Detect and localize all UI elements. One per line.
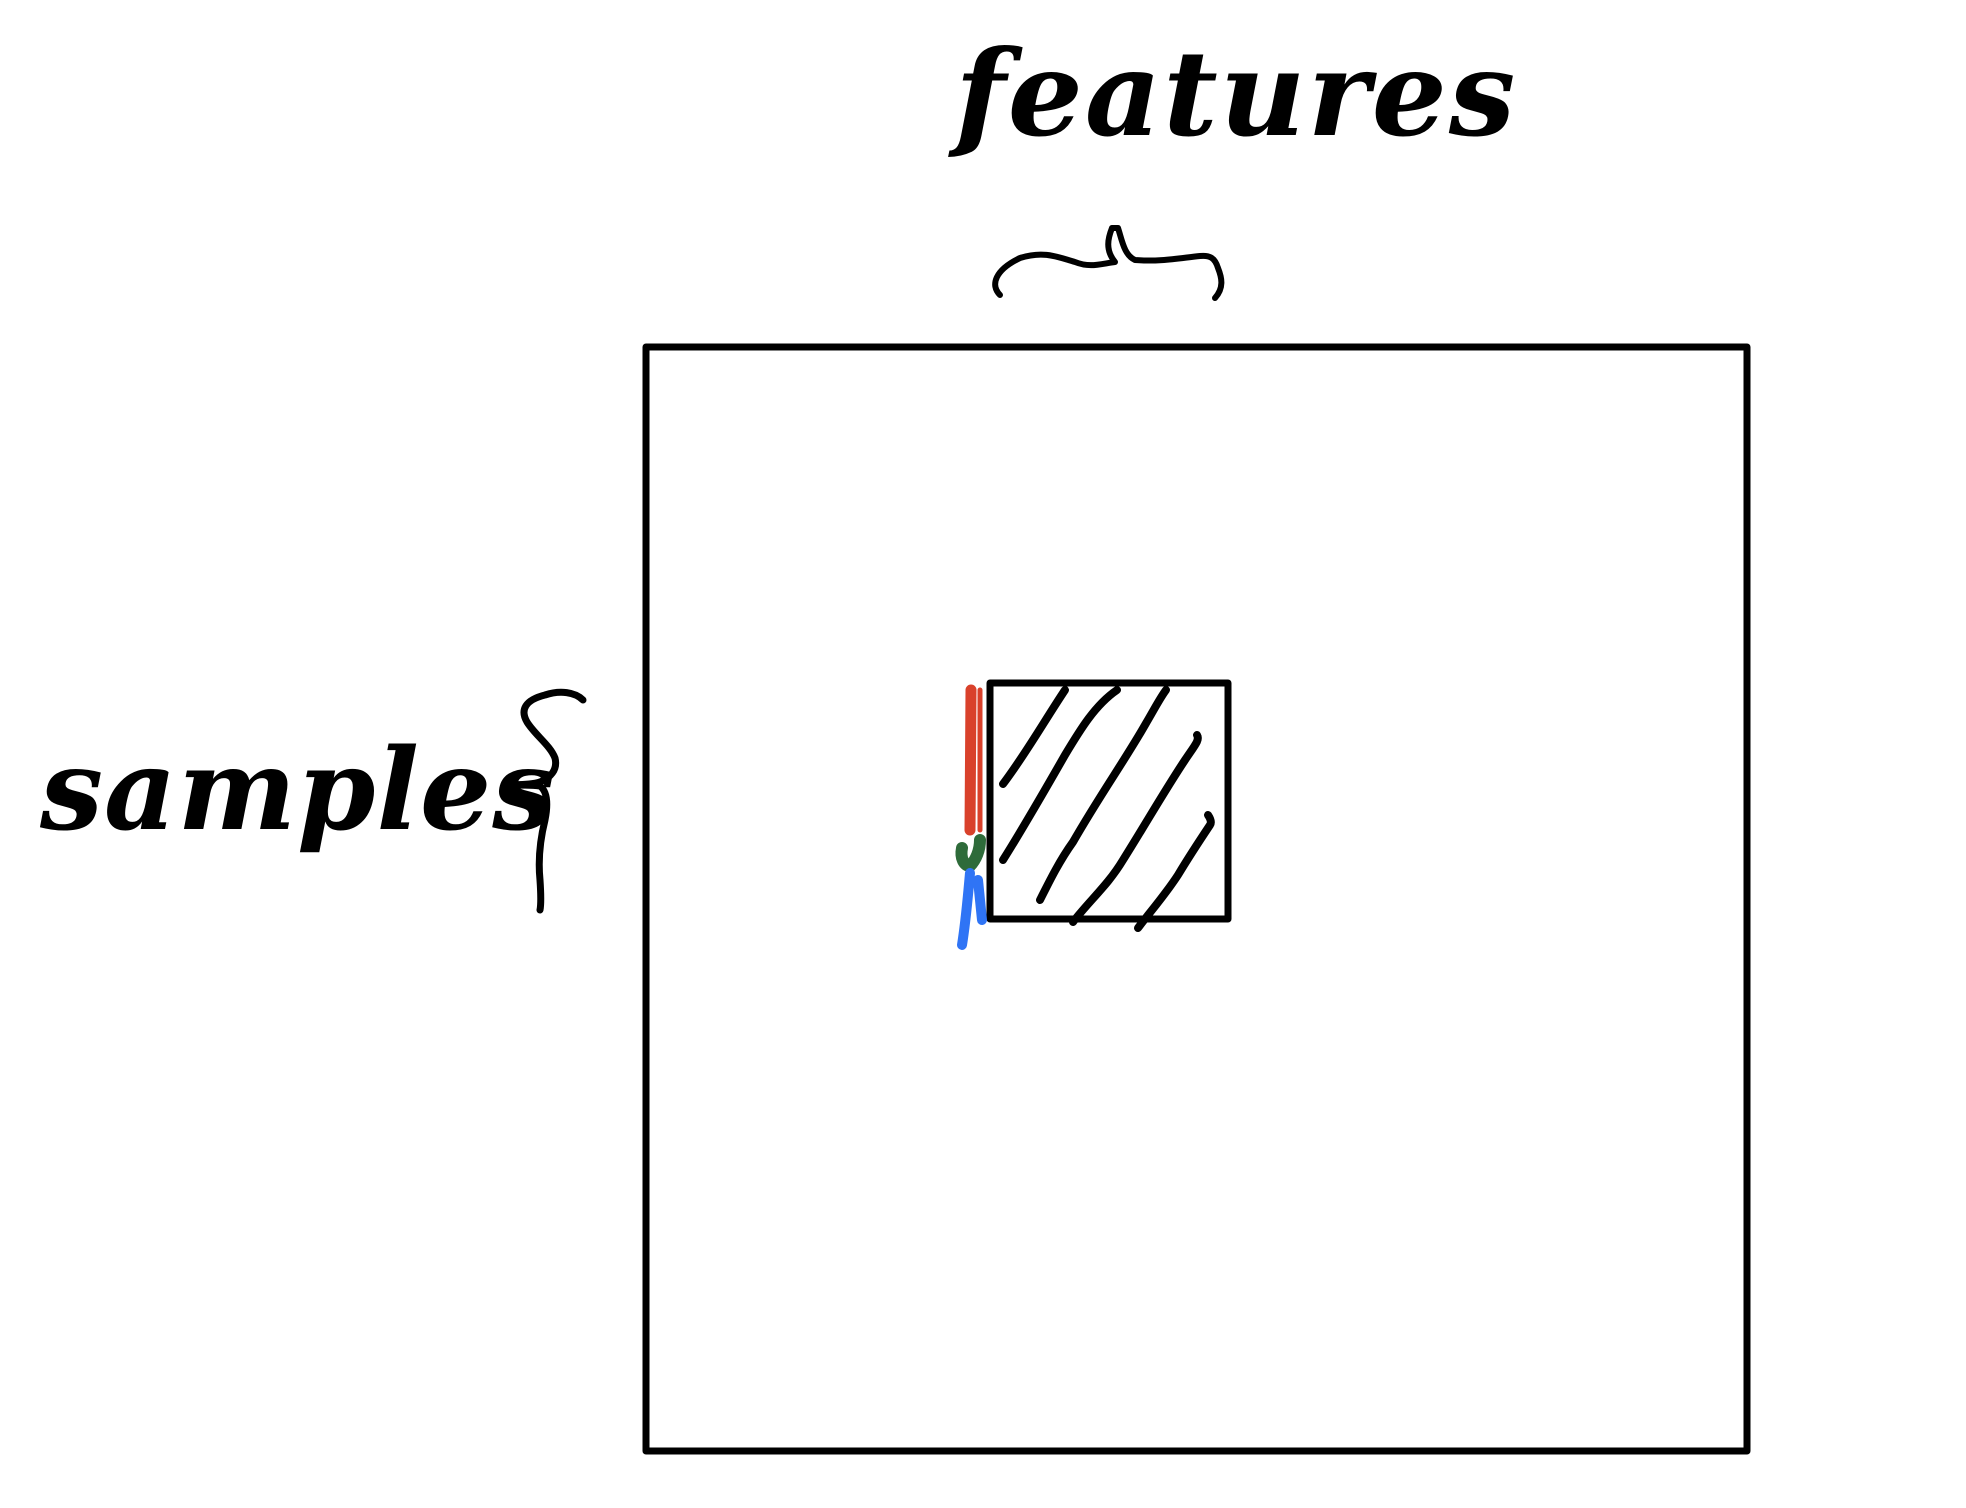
hatch-lines: [999, 686, 1215, 932]
green-bar: [955, 834, 986, 872]
hatched-submatrix: [986, 679, 1232, 923]
samples-label: samples: [40, 725, 557, 856]
samples-brace: [501, 688, 587, 914]
blue-bar: [957, 868, 987, 950]
features-brace: [992, 225, 1225, 301]
red-bar: [964, 684, 977, 836]
features-label: features: [955, 24, 1518, 163]
outer-matrix-box: [642, 343, 1751, 1455]
